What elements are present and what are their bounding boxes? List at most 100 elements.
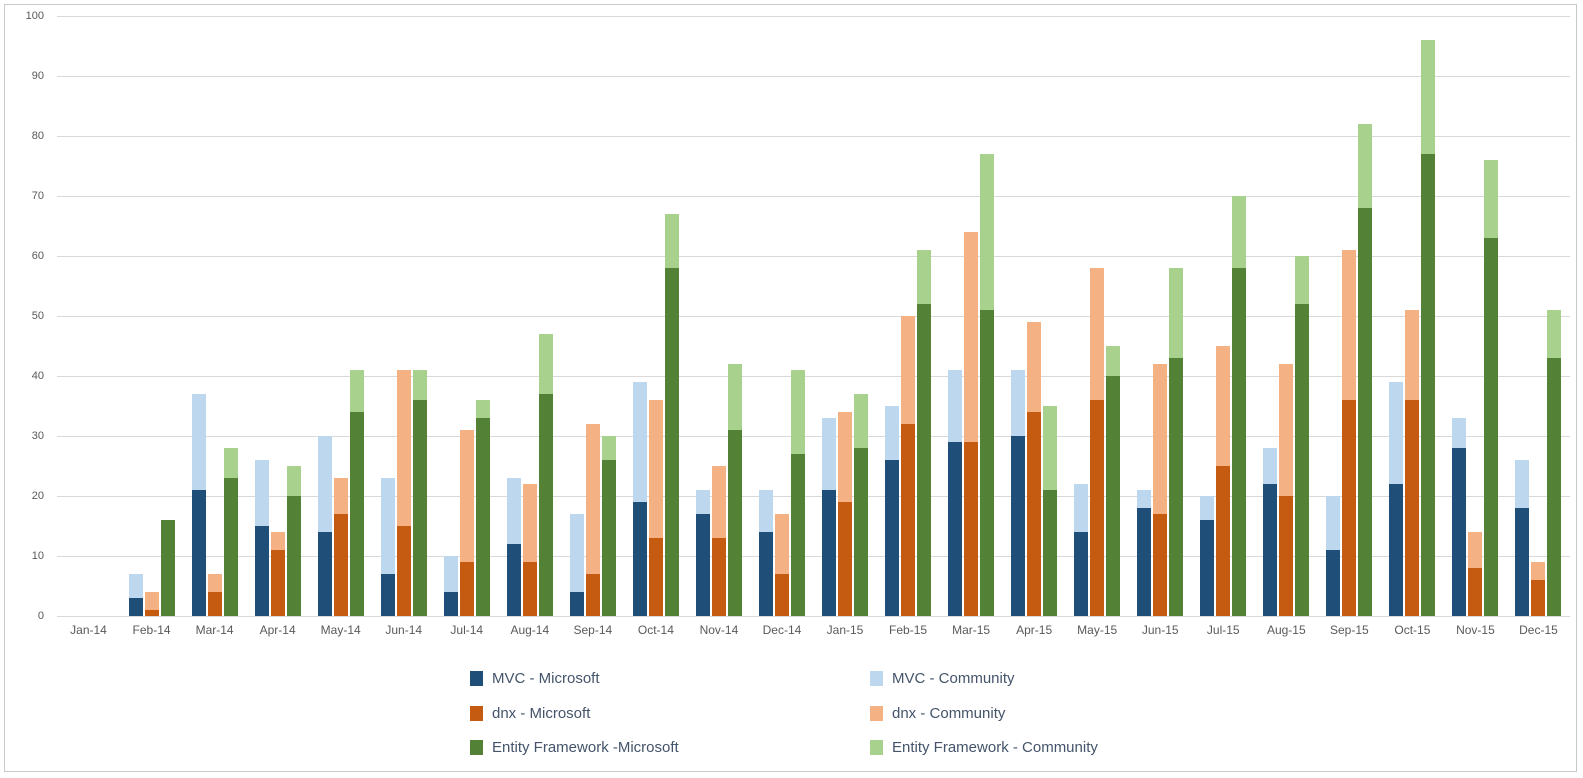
bar-May-14-MVC <box>317 436 332 616</box>
bar-Jun-14-MVC <box>380 478 395 616</box>
bar-May-15-MVC <box>1074 484 1089 616</box>
bar-segment-Jul-15-Entity Framework - Community <box>1232 196 1247 268</box>
bar-Apr-14-dnx <box>270 532 285 616</box>
bar-segment-Jul-15-Entity Framework -Microsoft <box>1232 268 1247 616</box>
bar-segment-Dec-15-dnx - Community <box>1531 562 1546 580</box>
bar-segment-Jul-14-MVC - Community <box>443 556 458 592</box>
bar-Feb-15-dnx <box>901 316 916 616</box>
bar-segment-Mar-14-Entity Framework -Microsoft <box>223 478 238 616</box>
bar-segment-Oct-15-Entity Framework - Community <box>1421 40 1436 154</box>
legend-swatch-icon <box>870 671 883 686</box>
bar-cluster-Jul-15 <box>1192 196 1255 616</box>
bar-segment-Jan-15-Entity Framework - Community <box>854 394 869 448</box>
bar-Jan-15-dnx <box>838 412 853 616</box>
x-tick-label-May-14: May-14 <box>320 623 361 637</box>
bar-segment-Nov-15-Entity Framework -Microsoft <box>1484 238 1499 616</box>
bar-cluster-Jun-15 <box>1129 268 1192 616</box>
bar-Feb-14-dnx <box>144 592 159 616</box>
bar-segment-Feb-14-MVC - Community <box>128 574 143 598</box>
bar-segment-Oct-14-MVC - Community <box>632 382 647 502</box>
bar-segment-Feb-15-dnx - Microsoft <box>901 424 916 616</box>
bar-segment-Oct-14-Entity Framework - Community <box>664 214 679 268</box>
bar-segment-May-15-dnx - Microsoft <box>1090 400 1105 616</box>
bar-segment-Feb-15-dnx - Community <box>901 316 916 424</box>
bar-segment-Jun-15-MVC - Microsoft <box>1137 508 1152 616</box>
bar-segment-Aug-14-Entity Framework -Microsoft <box>538 394 553 616</box>
bar-Feb-14-MVC <box>128 574 143 616</box>
bar-Aug-14-dnx <box>522 484 537 616</box>
bar-segment-Apr-15-Entity Framework - Community <box>1043 406 1058 490</box>
legend-item-dnx---community: dnx - Community <box>870 705 1005 722</box>
bar-segment-Mar-14-Entity Framework - Community <box>223 448 238 478</box>
bar-segment-Mar-15-dnx - Microsoft <box>964 442 979 616</box>
bar-segment-Jul-14-dnx - Community <box>459 430 474 562</box>
bar-segment-Feb-15-Entity Framework -Microsoft <box>917 304 932 616</box>
bar-cluster-Aug-15 <box>1255 256 1318 616</box>
bar-Mar-14-dnx <box>207 574 222 616</box>
bar-Dec-14-dnx <box>774 514 789 616</box>
gridline-50 <box>57 316 1570 317</box>
x-tick-label-Nov-15: Nov-15 <box>1456 623 1495 637</box>
x-tick-label-Nov-14: Nov-14 <box>699 623 739 637</box>
bar-Oct-15-Entity Framework <box>1421 40 1436 616</box>
bar-Jul-14-Entity Framework <box>475 400 490 616</box>
bar-segment-Mar-15-MVC - Community <box>948 370 963 442</box>
x-tick-label-Jan-14: Jan-14 <box>70 623 107 637</box>
bar-segment-Mar-15-Entity Framework - Community <box>980 154 995 310</box>
bar-segment-Oct-15-dnx - Community <box>1405 310 1420 400</box>
bar-segment-Apr-15-MVC - Microsoft <box>1011 436 1026 616</box>
bar-segment-Jan-15-dnx - Microsoft <box>838 502 853 616</box>
bar-cluster-Apr-15 <box>1003 322 1066 616</box>
legend-swatch-icon <box>870 740 883 755</box>
x-tick-label-Oct-14: Oct-14 <box>637 623 674 637</box>
bar-Jan-15-MVC <box>822 418 837 616</box>
bar-segment-Dec-14-dnx - Microsoft <box>774 574 789 616</box>
bar-Nov-14-MVC <box>695 490 710 616</box>
bar-segment-Jun-15-MVC - Community <box>1137 490 1152 508</box>
bar-Jul-14-MVC <box>443 556 458 616</box>
bar-segment-May-15-MVC - Community <box>1074 484 1089 532</box>
y-tick-label-0: 0 <box>37 610 44 622</box>
bar-Oct-14-dnx <box>648 400 663 616</box>
bar-segment-Nov-14-MVC - Microsoft <box>695 514 710 616</box>
y-tick-label-10: 10 <box>31 550 44 562</box>
bar-segment-Dec-14-MVC - Community <box>758 490 773 532</box>
bar-Apr-15-dnx <box>1027 322 1042 616</box>
bar-segment-Feb-15-MVC - Community <box>885 406 900 460</box>
bar-Sep-14-dnx <box>585 424 600 616</box>
x-tick-label-Jun-15: Jun-15 <box>1141 623 1179 637</box>
gridline-70 <box>57 196 1570 197</box>
bar-Apr-14-Entity Framework <box>286 466 301 616</box>
legend-item-mvc---microsoft: MVC - Microsoft <box>470 670 600 687</box>
bar-May-15-dnx <box>1090 268 1105 616</box>
bar-cluster-May-15 <box>1066 268 1129 616</box>
bar-Sep-15-MVC <box>1326 496 1341 616</box>
x-tick-label-Jan-15: Jan-15 <box>826 623 864 637</box>
bar-cluster-Aug-14 <box>498 334 561 616</box>
bar-Apr-15-Entity Framework <box>1043 406 1058 616</box>
bar-Dec-15-dnx <box>1531 562 1546 616</box>
x-tick-label-Dec-14: Dec-14 <box>762 623 802 637</box>
bar-cluster-Dec-15 <box>1507 310 1570 616</box>
bar-segment-Apr-14-Entity Framework - Community <box>286 466 301 496</box>
legend-item-entity-framework---community: Entity Framework - Community <box>870 739 1098 756</box>
bar-Mar-15-Entity Framework <box>980 154 995 616</box>
bar-Mar-14-MVC <box>191 394 206 616</box>
legend-label: dnx - Community <box>892 704 1006 722</box>
bar-segment-Dec-14-MVC - Microsoft <box>758 532 773 616</box>
bar-May-15-Entity Framework <box>1106 346 1121 616</box>
bar-segment-Aug-15-dnx - Microsoft <box>1279 496 1294 616</box>
bar-segment-Jul-14-Entity Framework - Community <box>475 400 490 418</box>
bar-segment-Nov-15-Entity Framework - Community <box>1484 160 1499 238</box>
bar-segment-Jun-15-dnx - Community <box>1153 364 1168 514</box>
bar-segment-Dec-15-dnx - Microsoft <box>1531 580 1546 616</box>
legend-label: Entity Framework - Community <box>892 739 1098 756</box>
legend-swatch-icon <box>470 671 483 686</box>
bar-Feb-14-Entity Framework <box>160 520 175 616</box>
bar-segment-Jun-14-Entity Framework -Microsoft <box>412 400 427 616</box>
bar-segment-Aug-15-dnx - Community <box>1279 364 1294 496</box>
bar-segment-Aug-15-Entity Framework - Community <box>1295 256 1310 304</box>
bar-segment-Jun-14-Entity Framework - Community <box>412 370 427 400</box>
bar-segment-May-15-Entity Framework - Community <box>1106 346 1121 376</box>
bar-segment-Sep-14-MVC - Community <box>569 514 584 592</box>
